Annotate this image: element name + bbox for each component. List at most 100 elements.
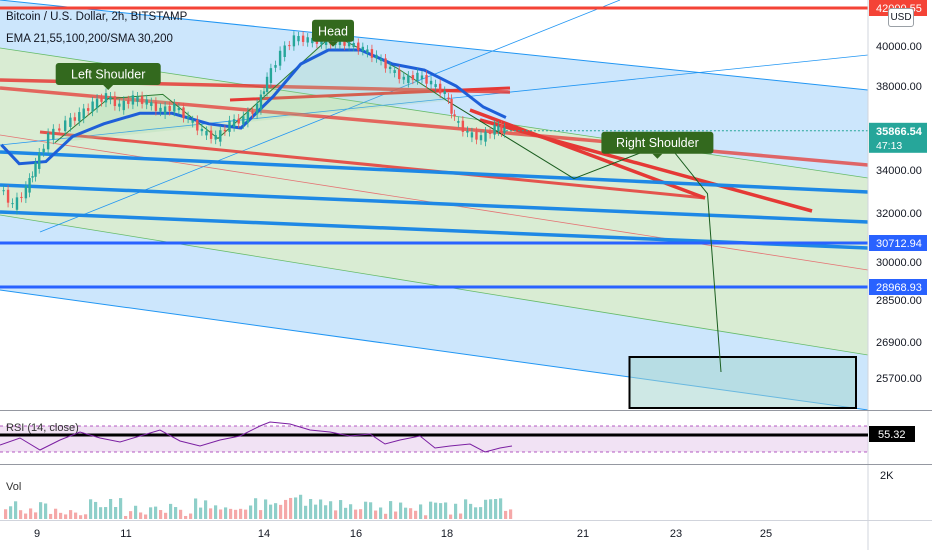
candle-body (140, 96, 144, 104)
candle-body (145, 99, 148, 105)
candle-body (31, 176, 34, 178)
green-channel-bottom (0, 214, 868, 356)
candle-body (154, 101, 158, 111)
volume-bar (414, 510, 418, 519)
candle-body (52, 128, 55, 140)
volume-bar (424, 515, 428, 519)
candle-body (38, 152, 41, 169)
price-axis[interactable]: 40000.0038000.0036000.0034000.0032000.00… (876, 41, 922, 385)
svg-text:47:13: 47:13 (876, 140, 902, 152)
volume-bar (199, 507, 203, 519)
candle-body (288, 45, 291, 47)
candle-body (205, 130, 208, 136)
candle-body (361, 46, 365, 51)
volume-bar (444, 502, 448, 519)
pattern-paths (0, 31, 868, 373)
candle-body (91, 101, 94, 112)
y-tick-label: 34000.00 (876, 165, 922, 177)
volume-bar (509, 509, 513, 519)
volume-bar (504, 510, 508, 519)
volume-bar (34, 512, 38, 519)
volume-bar (299, 494, 303, 519)
candle-body (163, 106, 167, 115)
candle-body (429, 80, 433, 85)
candle-body (434, 84, 437, 88)
pattern-label-text: Right Shoulder (616, 136, 699, 150)
pattern-label-2[interactable]: Right Shoulder (601, 131, 714, 159)
candle-body (269, 68, 273, 83)
volume-bar (94, 501, 98, 519)
volume-bar (79, 515, 83, 519)
volume-bar (344, 507, 348, 519)
volume-bar (39, 502, 43, 519)
candle-body (488, 131, 492, 135)
volume-bar (434, 502, 438, 519)
volume-bar (184, 515, 188, 519)
volume-bar (239, 508, 243, 519)
candle-body (63, 120, 67, 132)
volume-bar (204, 500, 208, 519)
volume-bar (449, 514, 453, 519)
pattern-label-0[interactable]: Left Shoulder (55, 63, 161, 90)
candle-body (292, 35, 296, 47)
candle-body (347, 41, 351, 47)
candle-body (136, 96, 139, 102)
candle-body (479, 135, 483, 141)
candle-body (131, 95, 135, 105)
pattern-label-text: Head (318, 24, 348, 38)
candle-body (168, 106, 171, 111)
time-axis[interactable]: 9 11 14 16 18 21 23 25 (34, 528, 772, 540)
candle-body (6, 189, 10, 203)
horizontal-levels (0, 6, 868, 289)
volume-bar (44, 503, 48, 519)
volume-bar (339, 500, 343, 519)
volume-bar (329, 501, 333, 519)
pattern-label-1[interactable]: Head (312, 19, 354, 47)
volume-bar (194, 498, 198, 519)
volume-legend[interactable]: Vol (6, 481, 22, 493)
volume-bar (49, 513, 53, 519)
candle-body (219, 130, 222, 142)
candle-body (259, 94, 263, 111)
volume-bar (54, 508, 58, 519)
resistance-line-2 (0, 86, 868, 167)
candle-body (262, 91, 266, 95)
target-box[interactable] (628, 356, 857, 409)
volume-bar (359, 509, 363, 519)
candle-body (73, 117, 77, 121)
rsi-line (0, 421, 513, 453)
candle-body (398, 69, 401, 80)
candle-body (503, 127, 506, 134)
volume-bar (209, 508, 213, 519)
candle-body (493, 124, 496, 135)
candle-body (186, 116, 190, 119)
symbol-title[interactable]: Bitcoin / U.S. Dollar, 2h, BITSTAMP (6, 11, 188, 23)
volume-bar (324, 505, 328, 519)
rsi-pane[interactable]: 55.32 (0, 421, 915, 453)
currency-button[interactable]: USD (888, 8, 914, 27)
x-tick-label: 25 (760, 528, 772, 540)
candle-body (2, 190, 5, 192)
candle-body (338, 39, 342, 46)
y-tick-label: 30000.00 (876, 257, 922, 269)
candle-body (223, 129, 227, 132)
volume-bar (164, 512, 168, 519)
volume-bar (284, 499, 288, 519)
volume-bar (84, 514, 88, 519)
blue-channel-top (0, 0, 868, 91)
indicator-legend[interactable]: EMA 21,55,100,200/SMA 30,200 (6, 33, 173, 45)
candle-body (82, 108, 85, 119)
rsi-legend[interactable]: RSI (14, close) (6, 422, 79, 434)
volume-bar (459, 513, 463, 519)
candle-body (366, 49, 369, 53)
volume-bar (454, 503, 458, 519)
volume-bar (124, 515, 128, 519)
candle-body (191, 120, 194, 123)
volume-bar (364, 501, 368, 519)
candle-body (343, 39, 346, 46)
candle-body (232, 119, 236, 127)
volume-bar (469, 503, 473, 519)
volume-bar (264, 499, 268, 519)
candle-body (393, 70, 396, 73)
